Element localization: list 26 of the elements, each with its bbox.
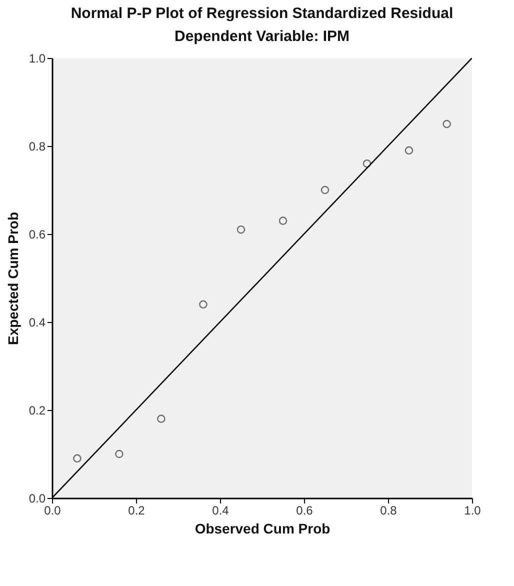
point (157, 414, 166, 423)
point (320, 186, 330, 194)
x-tick-label: 0.4 (212, 504, 230, 518)
y-tick-label: 0.2 (28, 404, 46, 418)
x-axis-title: Observed Cum Prob (194, 520, 330, 536)
point (278, 216, 288, 225)
x-tick-label: 1.0 (464, 504, 482, 518)
point (199, 300, 208, 309)
chart-title: Normal P-P Plot of Regression Standardized Residual (70, 5, 454, 22)
chart-subtitle: Dependent Variable: IPM (174, 28, 350, 45)
x-tick-label: 0.0 (44, 504, 62, 518)
y-tick-label: 1.0 (28, 52, 46, 66)
y-axis-title: Expected Cum Prob (4, 212, 21, 346)
point (404, 146, 414, 155)
point (362, 159, 372, 168)
y-tick-label: 0.4 (28, 316, 46, 330)
x-tick-label: 0.6 (296, 504, 314, 518)
y-tick-label: 0.0 (28, 492, 46, 506)
y-tick-label: 0.6 (28, 228, 46, 242)
point (236, 225, 246, 234)
point (73, 454, 82, 463)
x-tick-label: 0.2 (128, 504, 146, 518)
x-tick-label: 0.8 (380, 504, 398, 518)
point (115, 450, 124, 458)
point (442, 120, 451, 128)
y-tick-label: 0.8 (28, 140, 46, 154)
